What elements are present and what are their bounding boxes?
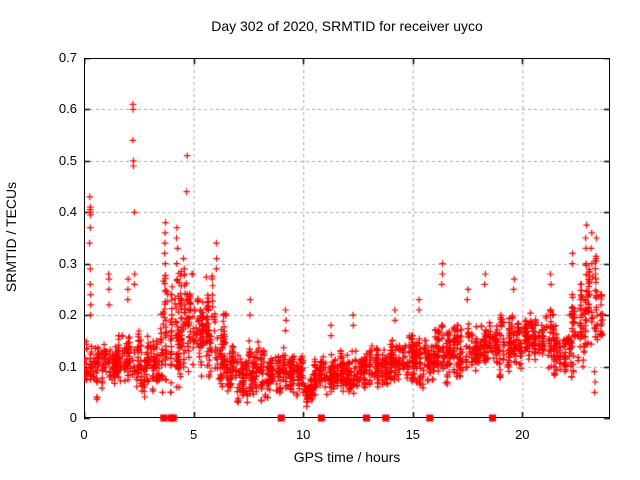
y-tick-label: 0.4 xyxy=(58,204,77,220)
y-tick-label: 0.3 xyxy=(58,255,77,271)
x-tick-label: 5 xyxy=(189,427,198,442)
scatter-plot-canvas xyxy=(84,58,610,426)
x-tick-label: 0 xyxy=(80,427,88,442)
x-axis-label: GPS time / hours xyxy=(293,449,401,465)
x-tick-label: 20 xyxy=(515,427,530,442)
y-axis-label: SRMTID / TECUs xyxy=(3,181,19,293)
x-tick-label: 10 xyxy=(295,427,311,442)
y-tick-label: 0.7 xyxy=(58,50,77,65)
y-tick-label: 0.1 xyxy=(58,358,77,374)
x-tick-label: 15 xyxy=(405,427,421,442)
y-tick-label: 0 xyxy=(69,410,77,425)
y-tick-label: 0.2 xyxy=(58,307,77,323)
y-tick-label: 0.6 xyxy=(58,101,77,117)
y-tick-label: 0.5 xyxy=(58,152,77,168)
chart-title: Day 302 of 2020, SRMTID for receiver uyc… xyxy=(211,18,483,34)
